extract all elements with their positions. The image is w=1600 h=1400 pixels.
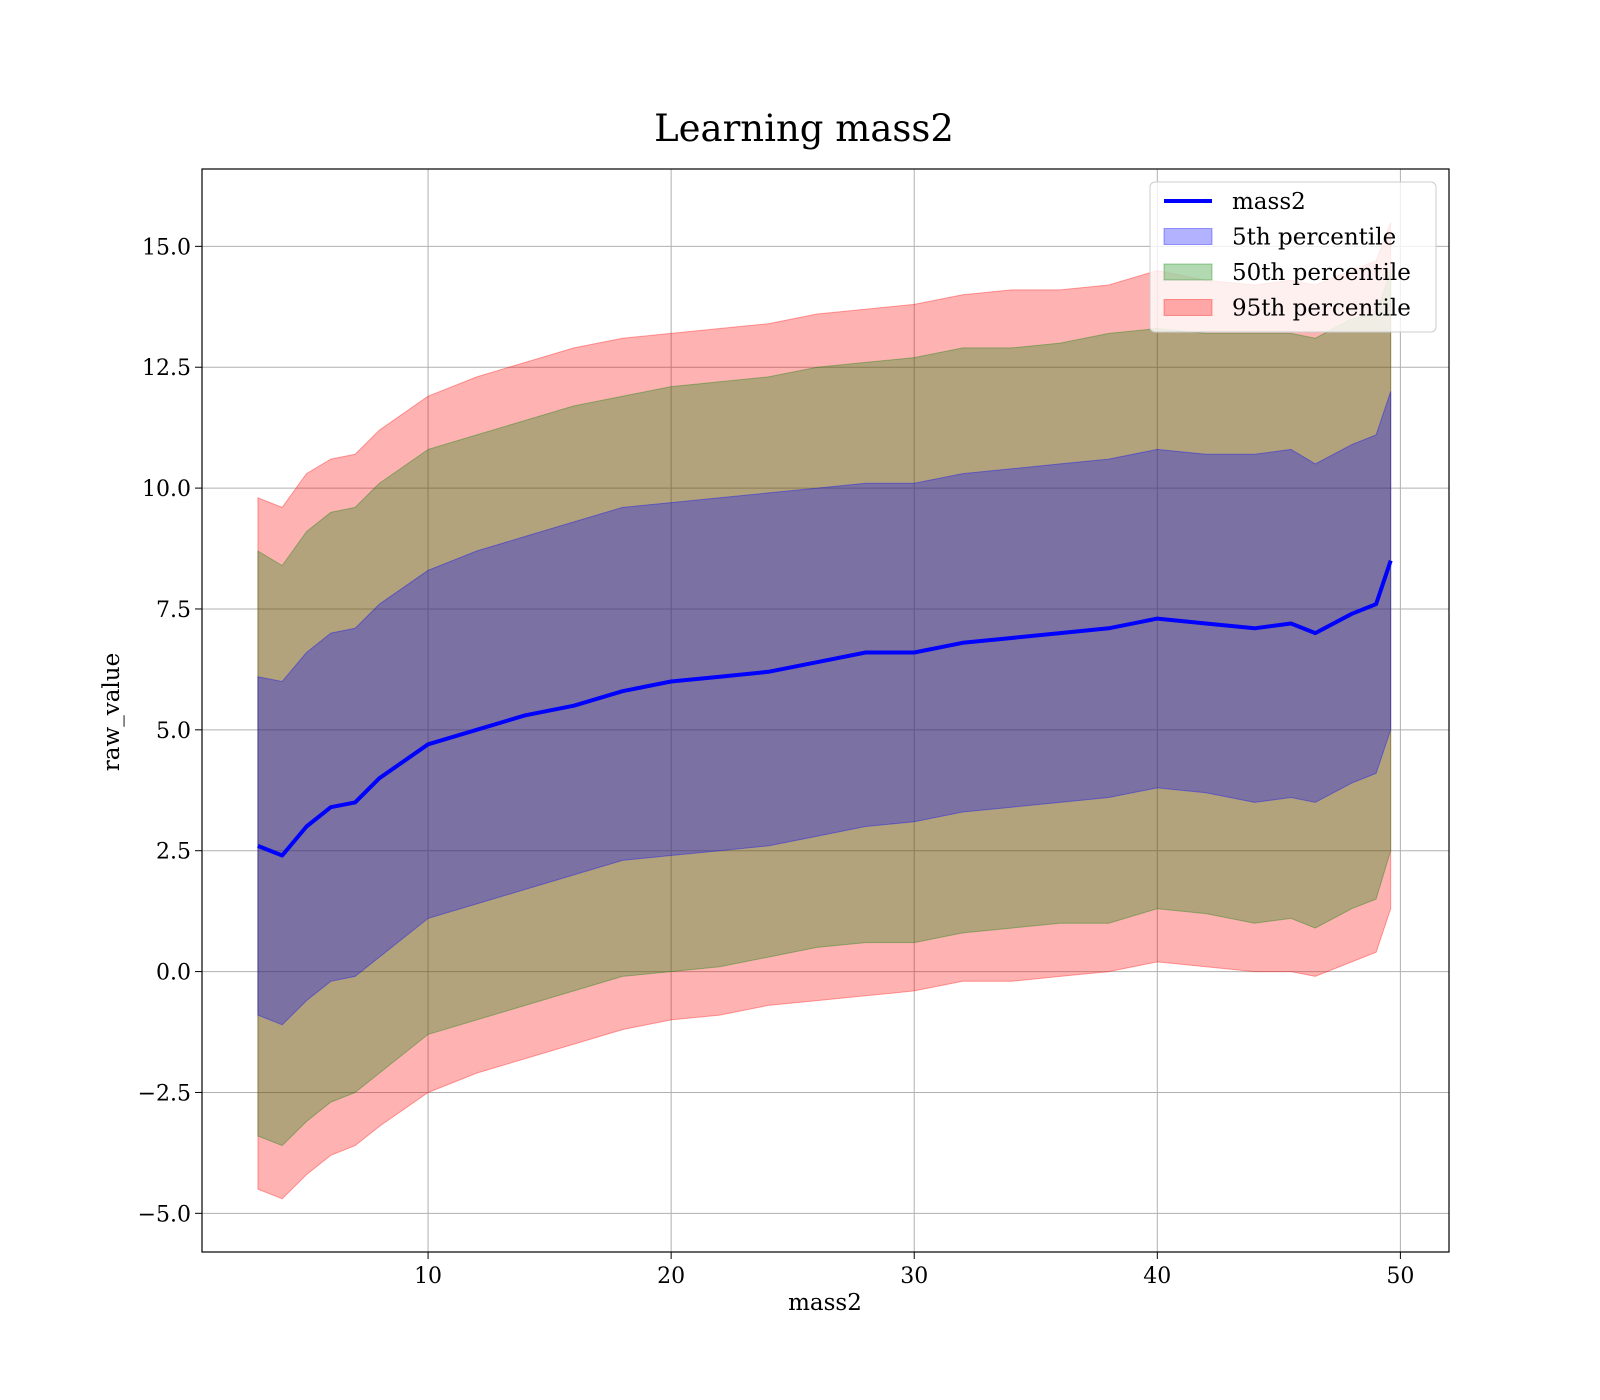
legend-box: [1149, 181, 1437, 333]
x-axis-ticks: 10 20 30 40 50: [414, 1252, 1414, 1289]
95th-percentile-band: [257, 222, 1392, 1200]
x-tick-label: 50: [1386, 1264, 1414, 1289]
legend-label-50th-percentile: 50th percentile: [1232, 260, 1411, 286]
legend: mass2 5th percentile 50th percentile 95th p…: [1149, 181, 1437, 333]
50th-percentile-band: [257, 270, 1392, 1147]
y-tick-label: −5.0: [138, 1202, 191, 1227]
y-axis-ticks: −5.0 −2.5 0.0 2.5 5.0 7.5 10.0 12.5 15.0: [138, 235, 202, 1227]
x-tick-label: 40: [1143, 1264, 1171, 1289]
x-tick-label: 20: [657, 1264, 685, 1289]
y-axis-label: raw_value: [99, 653, 125, 771]
5th-percentile-band: [257, 391, 1392, 1026]
percentile-bands: [257, 222, 1392, 1200]
legend-swatch-5th-percentile: [1163, 228, 1213, 245]
y-tick-label: 12.5: [142, 356, 191, 381]
x-tick-label: 10: [414, 1264, 442, 1289]
y-tick-label: 15.0: [142, 235, 191, 260]
x-axis-label: mass2: [788, 1290, 862, 1316]
legend-label-mass2: mass2: [1232, 189, 1306, 215]
y-tick-label: −2.5: [138, 1081, 191, 1106]
y-tick-label: 0.0: [156, 961, 191, 986]
y-tick-label: 10.0: [142, 477, 191, 502]
series-lines: [257, 559, 1393, 858]
legend-swatch-95th-percentile: [1163, 299, 1213, 316]
mass2-line: [257, 559, 1393, 858]
legend-label-95th-percentile: 95th percentile: [1232, 296, 1411, 322]
y-tick-label: 5.0: [156, 719, 191, 744]
x-tick-label: 30: [900, 1264, 928, 1289]
plot-area-frame: [201, 168, 1450, 1253]
chart-title: Learning mass2: [654, 107, 954, 150]
y-tick-label: 7.5: [156, 598, 191, 623]
y-tick-label: 2.5: [156, 840, 191, 865]
legend-label-5th-percentile: 5th percentile: [1232, 225, 1396, 251]
legend-swatch-50th-percentile: [1163, 263, 1213, 281]
